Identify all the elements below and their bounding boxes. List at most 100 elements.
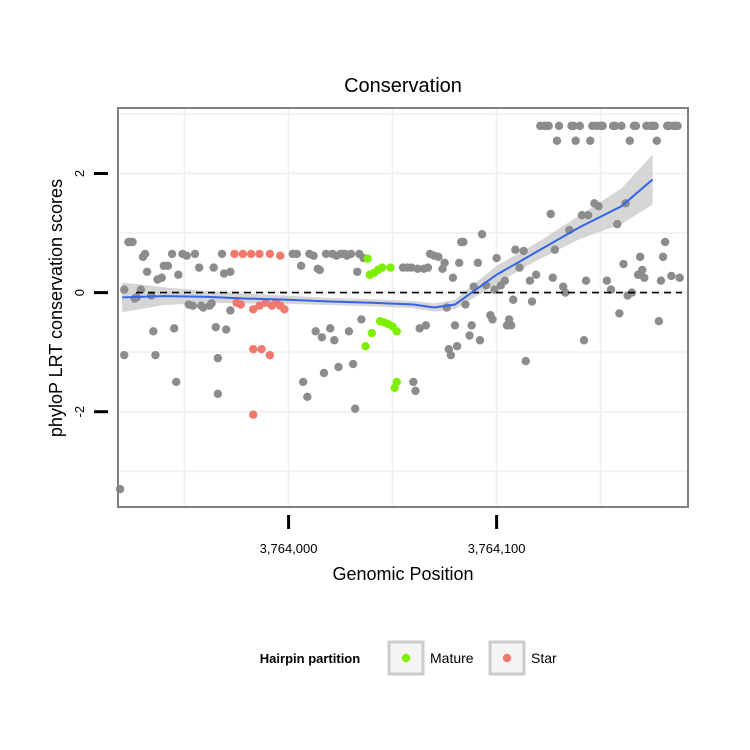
data-point-other: [506, 321, 516, 330]
data-point-other: [625, 136, 634, 145]
y-tick-label: 0: [72, 289, 87, 296]
data-point-star: [261, 298, 270, 307]
data-point-other: [492, 253, 501, 263]
data-point-mature: [367, 328, 376, 338]
data-point-other: [531, 270, 541, 279]
data-point-other: [169, 324, 179, 333]
data-point-other: [311, 327, 320, 336]
data-point-other: [317, 333, 327, 342]
smooth-line: [122, 178, 654, 309]
data-point-star: [236, 300, 245, 309]
data-point-other: [163, 261, 173, 271]
data-point-other: [209, 263, 218, 272]
data-point-other: [658, 252, 668, 262]
data-point-other: [548, 273, 557, 282]
data-point-other: [586, 136, 595, 145]
data-point-other: [172, 377, 181, 387]
data-point-other: [602, 276, 612, 285]
data-point-other: [421, 321, 431, 330]
data-point-other: [350, 404, 360, 413]
data-point-other: [188, 301, 198, 310]
axes: 3,764,000 3,764,100 -2 0 2: [72, 170, 526, 556]
data-point-other: [211, 322, 220, 332]
data-point-other: [357, 315, 366, 324]
data-point-other: [330, 336, 339, 345]
data-point-other: [353, 267, 362, 276]
data-point-other: [617, 121, 626, 131]
legend: Hairpin partition Mature Star: [260, 640, 557, 676]
data-point-mature: [386, 263, 395, 272]
data-point-other: [459, 237, 468, 247]
data-point-other: [610, 121, 620, 131]
data-point-mature: [390, 383, 399, 393]
plot-panel: [115, 107, 689, 508]
data-point-other: [579, 336, 589, 345]
data-point-other: [598, 121, 607, 131]
data-point-other: [346, 249, 356, 259]
data-point-other: [521, 356, 530, 366]
data-point-other: [467, 321, 476, 330]
data-point-other: [213, 353, 223, 363]
data-point-other: [321, 249, 331, 259]
data-point-other: [303, 392, 312, 402]
legend-point-mature: [401, 653, 411, 663]
data-point-star: [249, 410, 258, 419]
data-point-other: [315, 265, 324, 275]
data-point-mature: [392, 327, 401, 336]
data-point-other: [675, 273, 684, 282]
data-point-other: [136, 285, 146, 294]
data-point-other: [569, 121, 578, 131]
data-point-other: [151, 350, 160, 360]
x-tick-label: 3,764,100: [468, 541, 526, 556]
data-point-star: [265, 249, 275, 259]
data-point-star: [276, 251, 285, 260]
data-point-other: [511, 245, 520, 254]
data-point-star: [238, 249, 248, 259]
data-point-other: [465, 331, 474, 340]
data-point-other: [615, 309, 624, 318]
data-point-mature: [363, 254, 372, 263]
legend-point-star: [502, 653, 512, 663]
data-point-other: [490, 285, 499, 294]
data-point-other: [411, 386, 420, 396]
data-point-other: [452, 342, 462, 351]
data-point-other: [450, 321, 460, 330]
data-point-other: [213, 389, 223, 399]
data-point-other: [650, 121, 659, 131]
data-point-star: [246, 249, 256, 259]
y-tick-label: 2: [72, 170, 87, 177]
y-tick-label: -2: [72, 406, 87, 418]
data-point-other: [334, 362, 343, 372]
data-point-other: [448, 273, 458, 282]
data-point-other: [226, 267, 235, 276]
data-point-other: [174, 270, 183, 279]
data-point-star: [230, 249, 239, 259]
data-point-star: [249, 344, 258, 354]
data-point-other: [142, 267, 152, 276]
data-point-star: [280, 305, 289, 314]
data-point-other: [440, 258, 449, 268]
data-point-star: [257, 344, 266, 354]
data-point-other: [325, 324, 335, 333]
data-point-other: [509, 295, 518, 304]
data-point-other: [613, 219, 622, 229]
data-point-other: [581, 276, 591, 285]
data-point-other: [434, 252, 443, 262]
data-point-other: [120, 350, 129, 360]
data-point-mature: [361, 342, 370, 351]
x-axis-label: Genomic Position: [332, 564, 473, 584]
legend-key-star: [488, 640, 526, 676]
data-point-other: [207, 299, 216, 308]
data-point-other: [544, 121, 553, 131]
data-point-other: [635, 252, 645, 262]
data-point-star: [255, 301, 264, 310]
legend-label-mature: Mature: [430, 650, 474, 666]
legend-title: Hairpin partition: [260, 651, 360, 666]
data-point-other: [194, 263, 204, 272]
data-point-other: [631, 121, 641, 131]
data-point-other: [128, 237, 137, 247]
data-point-other: [500, 276, 510, 285]
data-point-other: [652, 136, 661, 145]
data-point-other: [446, 350, 456, 360]
data-point-mature: [377, 263, 387, 272]
